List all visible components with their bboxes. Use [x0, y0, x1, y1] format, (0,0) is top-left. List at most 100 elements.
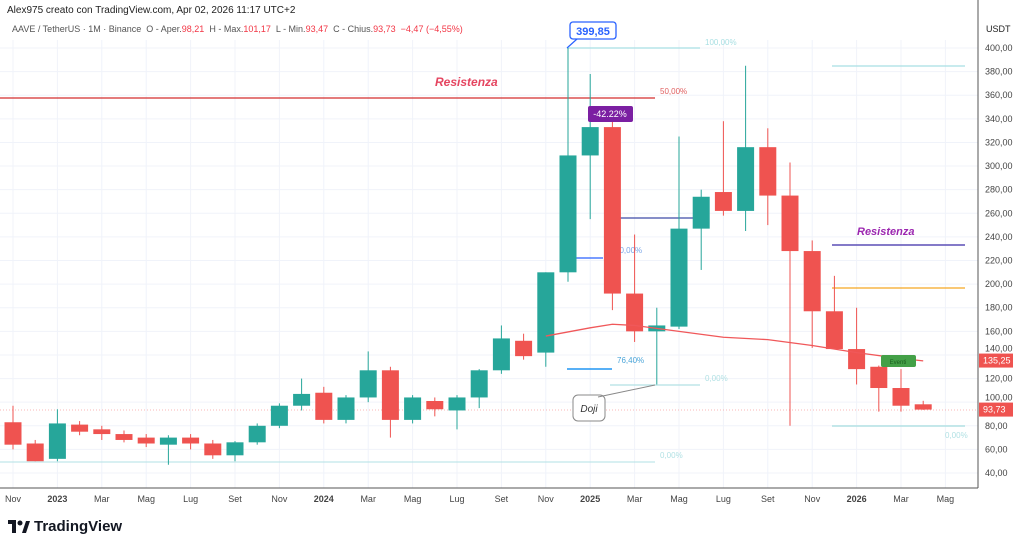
x-tick-label: Mag [137, 494, 155, 504]
event-marker [881, 355, 916, 367]
open-value: 98,21 [181, 24, 205, 34]
doji-callout [572, 394, 606, 422]
candle-body [182, 437, 200, 444]
x-tick-label: Mar [893, 494, 909, 504]
fib-label: 0,00% [660, 451, 683, 460]
candle-body [26, 443, 44, 462]
x-tick-label: Nov [804, 494, 821, 504]
candle-body [492, 338, 510, 371]
candle-body [248, 425, 266, 443]
x-tick-label: Nov [5, 494, 22, 504]
y-tick-label: 180,00 [985, 303, 1013, 313]
x-tick-label: 2023 [47, 494, 67, 504]
x-tick-label: Set [761, 494, 775, 504]
candle-body [93, 429, 111, 435]
candle-body [337, 397, 355, 420]
y-tick-label: 100,00 [985, 393, 1013, 403]
candle-body [870, 366, 888, 389]
fib-label: 50,00% [660, 87, 687, 96]
y-tick-label: 360,00 [985, 90, 1013, 100]
candle-body [825, 311, 843, 350]
candle-body [914, 404, 932, 410]
high-callout-label: 399,85 [576, 26, 610, 38]
event-marker-label: Eventi [890, 360, 907, 366]
currency-label: USDT [986, 24, 1011, 34]
y-tick-label: 300,00 [985, 161, 1013, 171]
close-value: 93,73 [373, 24, 396, 34]
high-callout-pointer [566, 38, 578, 49]
fib-label: 0,00% [945, 431, 968, 440]
y-tick-label: 60,00 [985, 444, 1008, 454]
y-tick-label: 120,00 [985, 374, 1013, 384]
price-tag [979, 402, 1013, 417]
x-tick-label: Nov [271, 494, 288, 504]
change-value: −4,47 (−4,55%) [400, 24, 463, 34]
high-callout [569, 21, 617, 40]
symbol-legend: AAVE / TetherUS · 1M · Binance O - Aper.… [12, 24, 463, 34]
candle-body [204, 443, 222, 456]
y-tick-label: 200,00 [985, 279, 1013, 289]
x-tick-label: Set [495, 494, 509, 504]
price-tag-label: 135,25 [983, 356, 1011, 366]
candle-body [626, 293, 644, 332]
tradingview-logo-icon [8, 519, 30, 533]
price-tag-label: 93,73 [983, 405, 1006, 415]
tradingview-logo-text: TradingView [34, 518, 123, 535]
y-tick-label: 160,00 [985, 326, 1013, 336]
x-tick-label: Lug [716, 494, 731, 504]
tradingview-logo[interactable]: TradingView [8, 518, 122, 535]
y-tick-label: 140,00 [985, 344, 1013, 354]
y-tick-label: 320,00 [985, 137, 1013, 147]
x-tick-label: 2026 [847, 494, 867, 504]
candle-body [270, 405, 288, 426]
x-tick-label: Mag [404, 494, 422, 504]
x-tick-label: Lug [449, 494, 464, 504]
y-tick-label: 260,00 [985, 208, 1013, 218]
drop-callout [588, 106, 633, 122]
x-tick-label: Mar [627, 494, 643, 504]
resistance-label: Resistenza [435, 75, 498, 89]
fib-label: 100,00% [705, 38, 737, 47]
doji-callout-pointer [597, 384, 656, 398]
candle-body [603, 127, 621, 294]
candle-body [315, 392, 333, 420]
fib-label: 50,00% [615, 246, 642, 255]
price-tag [979, 353, 1013, 368]
candle-body [404, 397, 422, 420]
fib-label: 0,00% [705, 374, 728, 383]
chart-credit: Alex975 creato con TradingView.com, Apr … [7, 5, 296, 16]
x-tick-label: 2025 [580, 494, 600, 504]
x-tick-label: Set [228, 494, 242, 504]
symbol-name: AAVE / TetherUS · 1M · Binance [12, 24, 142, 34]
candle-body [137, 437, 155, 444]
x-tick-label: Mag [670, 494, 688, 504]
open-label: O - Aper. [146, 24, 182, 34]
candle-body [381, 370, 399, 420]
x-tick-label: Mar [360, 494, 376, 504]
candle-body [537, 272, 555, 353]
y-tick-label: 380,00 [985, 67, 1013, 77]
y-tick-label: 400,00 [985, 43, 1013, 53]
drop-callout-label: -42.22% [593, 109, 627, 119]
close-label: C - Chius. [333, 24, 374, 34]
candle-body [670, 228, 688, 327]
candle-body [359, 370, 377, 398]
candle-body [71, 424, 89, 432]
candle-body [781, 195, 799, 252]
candle-body [115, 434, 133, 440]
candle-body [692, 196, 710, 229]
x-tick-label: Lug [183, 494, 198, 504]
candle-body [581, 127, 599, 156]
candle-body [515, 340, 533, 357]
candle-body [803, 251, 821, 312]
candle-body [848, 349, 866, 370]
high-label: H - Max. [209, 24, 244, 34]
candle-body [226, 442, 244, 456]
candle-body [737, 147, 755, 211]
moving-average-line [545, 323, 924, 362]
x-tick-label: Mag [937, 494, 955, 504]
candle-body [48, 423, 66, 459]
candle-body [448, 397, 466, 411]
candle-body [892, 388, 910, 406]
